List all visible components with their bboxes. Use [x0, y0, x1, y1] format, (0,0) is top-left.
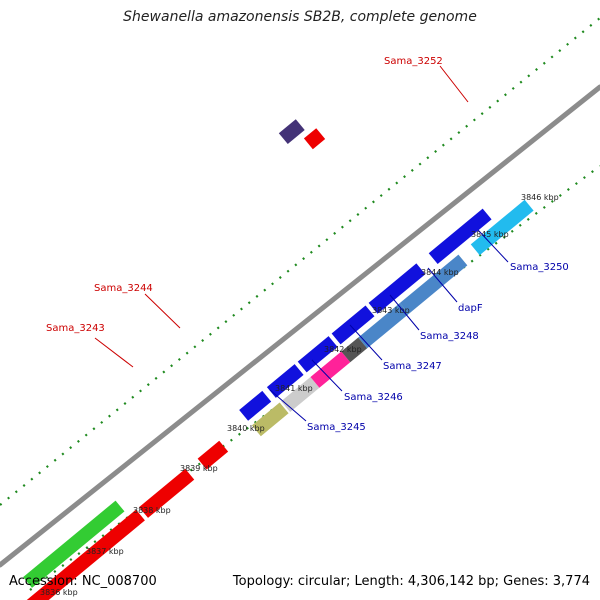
label-sama-3250[interactable]: Sama_3250: [510, 262, 569, 273]
gene-forward-green[interactable]: [23, 500, 125, 588]
gene-sama-3252-b[interactable]: [303, 128, 326, 150]
label-sama-3245[interactable]: Sama_3245: [307, 422, 366, 433]
label-sama-3248[interactable]: Sama_3248: [420, 331, 479, 342]
tick-label-3846: 3846 kbp: [521, 193, 559, 202]
tick-label-3839: 3839 kbp: [180, 464, 218, 473]
reverse-strand: [239, 199, 534, 437]
gene-sama-3244[interactable]: [197, 440, 229, 470]
tick-label-3842: 3842 kbp: [324, 345, 362, 354]
gene-reverse-blue-5[interactable]: [368, 263, 426, 314]
gene-reverse-blue-2[interactable]: [266, 364, 304, 398]
accession-text: Accession: NC_008700: [9, 574, 157, 589]
gene-reverse-blue-6[interactable]: [428, 208, 492, 265]
reverse-callout-lines: [269, 229, 509, 422]
gene-sama-3252-a[interactable]: [278, 119, 305, 145]
tick-label-3838: 3838 kbp: [133, 506, 171, 515]
label-sama-3247[interactable]: Sama_3247: [383, 361, 442, 372]
gene-reverse-blue-1[interactable]: [239, 390, 272, 421]
genome-backbone: [0, 84, 600, 568]
tick-label-3837: 3837 kbp: [86, 547, 124, 556]
gene-sama-3248[interactable]: [341, 337, 368, 363]
tick-label-3844: 3844 kbp: [421, 268, 459, 277]
forward-strand: [12, 119, 326, 600]
tick-label-3836: 3836 kbp: [40, 588, 78, 597]
map-title: Shewanella amazonensis SB2B, complete ge…: [123, 9, 477, 25]
gene-reverse-cyan[interactable]: [470, 199, 534, 256]
tick-label-3845: 3845 kbp: [471, 230, 509, 239]
gene-dapf[interactable]: [358, 303, 409, 349]
gene-sama-3245[interactable]: [251, 402, 289, 437]
forward-callout-lines: [94, 65, 469, 368]
label-sama-3243[interactable]: Sama_3243: [46, 323, 105, 334]
gene-forward-red-long[interactable]: [12, 509, 145, 600]
gene-sama-3250[interactable]: [399, 254, 468, 314]
tick-label-3843: 3843 kbp: [372, 306, 410, 315]
tick-label-3840: 3840 kbp: [227, 424, 265, 433]
gene-reverse-blue-4[interactable]: [331, 305, 375, 345]
label-dapf[interactable]: dapF: [458, 303, 483, 314]
label-sama-3246[interactable]: Sama_3246: [344, 392, 403, 403]
gene-reverse-blue-3[interactable]: [297, 336, 338, 373]
gene-sama-3246[interactable]: [281, 376, 320, 412]
gene-sama-3243[interactable]: [139, 468, 195, 518]
gene-sama-3247[interactable]: [310, 351, 351, 388]
label-sama-3244[interactable]: Sama_3244: [94, 283, 153, 294]
tick-label-3841: 3841 kbp: [275, 384, 313, 393]
genome-summary-text: Topology: circular; Length: 4,306,142 bp…: [232, 574, 590, 589]
label-sama-3252[interactable]: Sama_3252: [384, 56, 443, 67]
